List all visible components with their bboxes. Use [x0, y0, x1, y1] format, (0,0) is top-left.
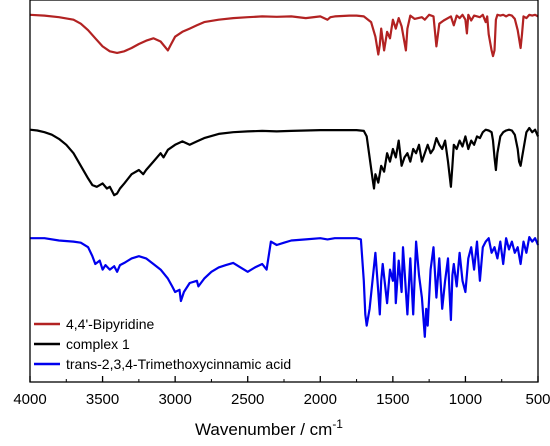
- x-tick-label: 1000: [449, 391, 482, 408]
- spectrum-curves: [29, 13, 540, 338]
- x-tick-label: 1500: [376, 391, 409, 408]
- legend: 4,4'-Bipyridine complex 1 trans-2,3,4-Trim…: [34, 316, 291, 372]
- x-tick-label: 4000: [13, 391, 46, 408]
- x-tick-label: 3000: [158, 391, 191, 408]
- x-tick-label: 2000: [304, 391, 337, 408]
- x-axis-title-superscript: -1: [332, 417, 343, 431]
- x-axis-title: Wavenumber / cm-1: [195, 417, 343, 439]
- series-line-2: [29, 126, 540, 197]
- legend-label-3: trans-2,3,4-Trimethoxycinnamic acid: [66, 356, 291, 372]
- x-axis-ticks: 4000 3500 3000 2500 2000 1500 1000 500: [13, 376, 550, 408]
- x-tick-label: 500: [525, 391, 550, 408]
- x-tick-label: 3500: [86, 391, 119, 408]
- series-line-1: [29, 13, 539, 58]
- legend-label-1: 4,4'-Bipyridine: [66, 316, 154, 332]
- series-line-3: [30, 236, 540, 338]
- legend-label-2: complex 1: [66, 336, 130, 352]
- x-tick-label: 2500: [231, 391, 264, 408]
